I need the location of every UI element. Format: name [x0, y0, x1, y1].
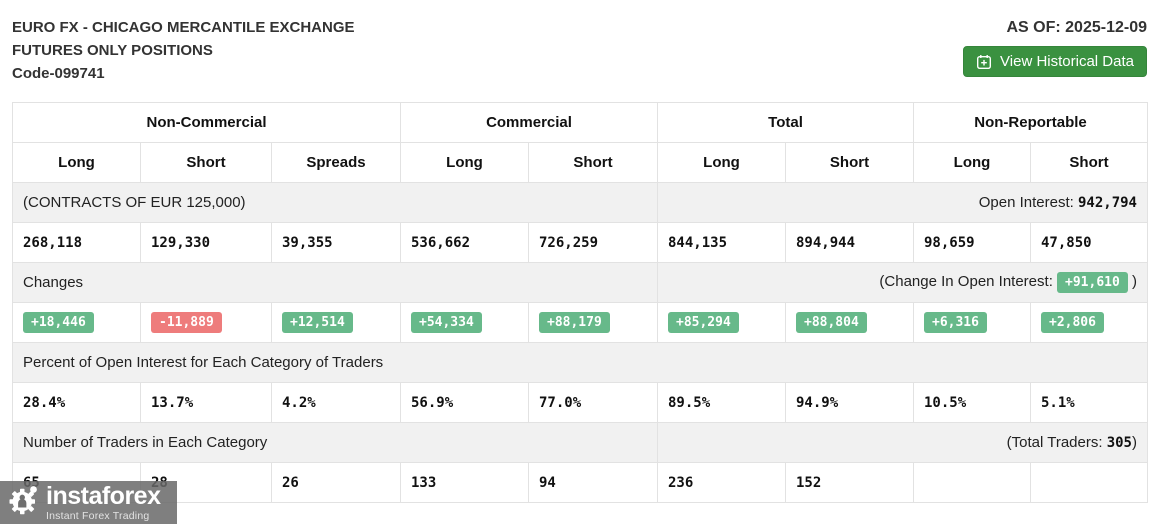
change-open-interest-cell: (Change In Open Interest: +91,610 ): [657, 262, 1148, 303]
percent-c-long: 56.9%: [400, 382, 529, 423]
group-header-commercial: Commercial: [400, 102, 658, 143]
change-oi-prefix: (Change In Open Interest:: [879, 273, 1058, 290]
traders-t-long: 236: [657, 462, 786, 503]
percent-nc-short: 13.7%: [140, 382, 272, 423]
change-oi-suffix: ): [1127, 273, 1137, 290]
percent-nr-long: 10.5%: [913, 382, 1031, 423]
change-badge-nc-long: +18,446: [23, 312, 94, 333]
position-nr-short: 47,850: [1030, 222, 1148, 263]
view-historical-data-label: View Historical Data: [1000, 53, 1134, 70]
as-of-date: AS OF: 2025-12-09: [1006, 19, 1147, 36]
position-nc-spreads: 39,355: [271, 222, 401, 263]
instaforex-watermark: instaforex Instant Forex Trading: [0, 481, 177, 524]
percent-c-short: 77.0%: [528, 382, 658, 423]
col-header-t-long: Long: [657, 142, 786, 183]
percent-nc-spreads: 4.2%: [271, 382, 401, 423]
group-header-non-reportable: Non-Reportable: [913, 102, 1148, 143]
position-nr-long: 98,659: [913, 222, 1031, 263]
header-right: AS OF: 2025-12-09 View Historical Data: [963, 16, 1147, 77]
open-interest-label: Open Interest:: [978, 194, 1078, 211]
col-header-nr-short: Short: [1030, 142, 1148, 183]
percent-band-row: Percent of Open Interest for Each Catego…: [12, 342, 1148, 383]
traders-c-short: 94: [528, 462, 658, 503]
change-badge-nc-short: -11,889: [151, 312, 222, 333]
percent-label: Percent of Open Interest for Each Catego…: [12, 342, 1148, 383]
percents-row: 28.4% 13.7% 4.2% 56.9% 77.0% 89.5% 94.9%…: [12, 382, 1148, 423]
change-badge-t-long: +85,294: [668, 312, 739, 333]
watermark-text: instaforex Instant Forex Trading: [46, 481, 161, 522]
position-t-long: 844,135: [657, 222, 786, 263]
positions-row: 268,118 129,330 39,355 536,662 726,259 8…: [12, 222, 1148, 263]
report-code: Code-099741: [12, 65, 105, 82]
changes-row: +18,446 -11,889 +12,514 +54,334 +88,179 …: [12, 302, 1148, 343]
open-interest-value: 942,794: [1077, 195, 1137, 211]
traders-nc-spreads: 26: [271, 462, 401, 503]
position-nc-short: 129,330: [140, 222, 272, 263]
total-traders-value: 305: [1106, 435, 1132, 451]
col-header-nr-long: Long: [913, 142, 1031, 183]
change-badge-c-short: +88,179: [539, 312, 610, 333]
percent-t-short: 94.9%: [785, 382, 914, 423]
change-badge-nc-spreads: +12,514: [282, 312, 353, 333]
change-badge-c-long: +54,334: [411, 312, 482, 333]
col-header-t-short: Short: [785, 142, 914, 183]
traders-t-short: 152: [785, 462, 914, 503]
cot-table: Non-Commercial Commercial Total Non-Repo…: [12, 102, 1148, 503]
change-badge-t-short: +88,804: [796, 312, 867, 333]
instaforex-logo-icon: [5, 482, 41, 523]
total-traders-cell: (Total Traders: 305): [657, 422, 1148, 463]
report-header: EURO FX - CHICAGO MERCANTILE EXCHANGE FU…: [0, 0, 1165, 85]
col-header-c-short: Short: [528, 142, 658, 183]
col-header-c-long: Long: [400, 142, 529, 183]
contracts-label: (CONTRACTS OF EUR 125,000): [12, 182, 658, 223]
position-c-short: 726,259: [528, 222, 658, 263]
contracts-band-row: (CONTRACTS OF EUR 125,000) Open Interest…: [12, 182, 1148, 223]
calendar-plus-icon: [976, 54, 992, 70]
percent-nr-short: 5.1%: [1030, 382, 1148, 423]
watermark-tagline: Instant Forex Trading: [46, 509, 150, 522]
position-t-short: 894,944: [785, 222, 914, 263]
position-nc-long: 268,118: [12, 222, 141, 263]
traders-c-long: 133: [400, 462, 529, 503]
total-traders-suffix: ): [1132, 434, 1137, 451]
col-header-nc-short: Short: [140, 142, 272, 183]
percent-nc-long: 28.4%: [12, 382, 141, 423]
col-header-nc-spreads: Spreads: [271, 142, 401, 183]
column-header-row: Long Short Spreads Long Short Long Short…: [12, 142, 1148, 183]
view-historical-data-button[interactable]: View Historical Data: [963, 46, 1147, 77]
group-header-total: Total: [657, 102, 914, 143]
open-interest-cell: Open Interest: 942,794: [657, 182, 1148, 223]
traders-row: 65 28 26 133 94 236 152: [12, 462, 1148, 503]
traders-label: Number of Traders in Each Category: [12, 422, 658, 463]
group-header-non-commercial: Non-Commercial: [12, 102, 401, 143]
changes-band-row: Changes (Change In Open Interest: +91,61…: [12, 262, 1148, 303]
change-badge-nr-short: +2,806: [1041, 312, 1104, 333]
traders-band-row: Number of Traders in Each Category (Tota…: [12, 422, 1148, 463]
change-oi-badge: +91,610: [1057, 272, 1128, 293]
report-title-block: EURO FX - CHICAGO MERCANTILE EXCHANGE FU…: [12, 16, 355, 85]
traders-nr-short: [1030, 462, 1148, 503]
change-badge-nr-long: +6,316: [924, 312, 987, 333]
traders-nr-long: [913, 462, 1031, 503]
percent-t-long: 89.5%: [657, 382, 786, 423]
group-header-row: Non-Commercial Commercial Total Non-Repo…: [12, 102, 1148, 143]
report-title-line1: EURO FX - CHICAGO MERCANTILE EXCHANGE: [12, 19, 355, 36]
report-title-line2: FUTURES ONLY POSITIONS: [12, 42, 213, 59]
col-header-nc-long: Long: [12, 142, 141, 183]
watermark-brand: instaforex: [46, 481, 161, 510]
position-c-long: 536,662: [400, 222, 529, 263]
changes-label: Changes: [12, 262, 658, 303]
total-traders-prefix: (Total Traders:: [1006, 434, 1107, 451]
